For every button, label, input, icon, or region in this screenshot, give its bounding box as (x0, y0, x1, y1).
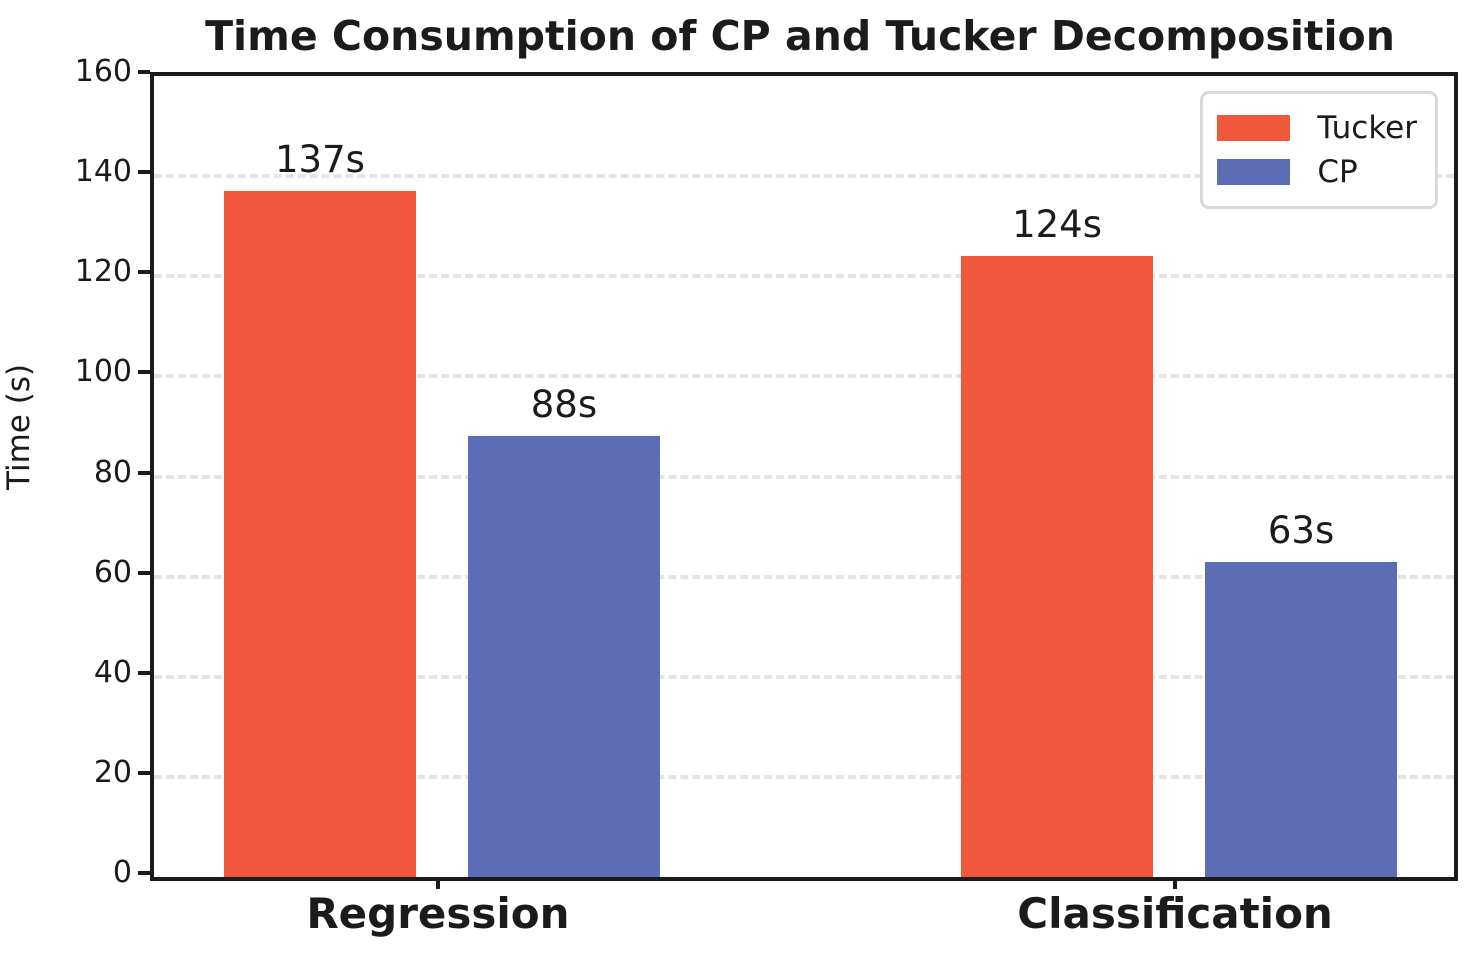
y-tick-mark-0 (138, 871, 150, 875)
y-tick-mark-20 (138, 770, 150, 775)
y-tick-label-40: 40 (93, 654, 132, 690)
gridline-y-20 (154, 774, 1454, 779)
y-tick-label-60: 60 (93, 554, 132, 590)
y-tick-label-120: 120 (74, 254, 132, 290)
y-tick-label-0: 0 (112, 855, 132, 890)
bar-cp-regression (467, 436, 660, 877)
legend-label-tucker: Tucker (1317, 110, 1417, 146)
y-tick-mark-40 (138, 670, 150, 675)
x-tick-mark-regression (435, 877, 440, 889)
y-tick-mark-60 (138, 570, 150, 575)
bar-value-label-tucker-classification: 124s (1012, 203, 1102, 247)
gridline-y-60 (154, 574, 1454, 579)
legend-item-cp: CP (1217, 150, 1417, 194)
legend-label-cp: CP (1317, 154, 1358, 190)
x-category-label-regression: Regression (306, 889, 570, 938)
legend-swatch-cp (1217, 159, 1291, 185)
gridline-y-80 (154, 474, 1454, 479)
gridline-y-120 (154, 274, 1454, 279)
bar-value-label-tucker-regression: 137s (274, 138, 365, 182)
y-axis-title: Time (s) (1, 363, 38, 490)
legend-swatch-tucker (1217, 115, 1291, 141)
y-tick-mark-100 (138, 370, 150, 375)
legend-item-tucker: Tucker (1217, 106, 1417, 150)
y-tick-label-80: 80 (93, 454, 132, 490)
bar-cp-classification (1205, 561, 1398, 877)
plot-area: 137s 88s 124s 63s Tucker CP (150, 72, 1458, 881)
gridline-y-100 (154, 374, 1454, 379)
y-tick-mark-120 (138, 270, 150, 275)
y-tick-label-160: 160 (74, 54, 132, 89)
x-tick-mark-classification (1173, 877, 1178, 889)
legend: Tucker CP (1200, 91, 1438, 209)
y-tick-label-100: 100 (74, 354, 132, 390)
gridline-y-40 (154, 674, 1454, 679)
y-tick-mark-140 (138, 170, 150, 175)
bar-tucker-classification (961, 256, 1154, 877)
bar-value-label-cp-classification: 63s (1267, 508, 1335, 552)
x-category-label-classification: Classification (1017, 889, 1333, 938)
y-tick-mark-80 (138, 470, 150, 475)
chart-title: Time Consumption of CP and Tucker Decomp… (205, 12, 1395, 60)
y-tick-mark-160 (138, 70, 150, 74)
y-tick-label-140: 140 (74, 154, 132, 190)
bar-tucker-regression (223, 191, 416, 877)
y-tick-label-20: 20 (93, 754, 132, 790)
gridline-y-140 (154, 174, 1454, 179)
bar-value-label-cp-regression: 88s (530, 383, 598, 427)
